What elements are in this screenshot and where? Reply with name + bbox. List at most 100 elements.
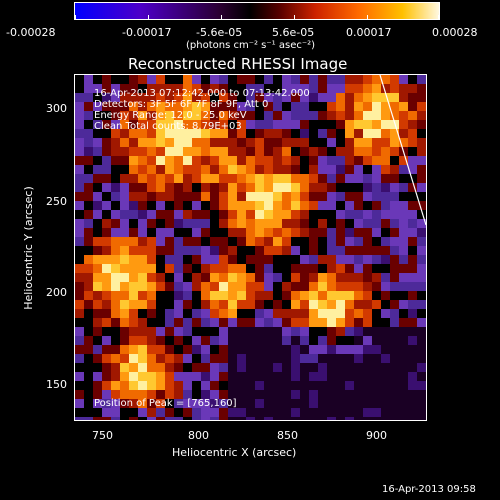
image-pixel (93, 255, 102, 264)
image-pixel (282, 129, 291, 138)
image-pixel (174, 210, 183, 219)
image-pixel (363, 363, 372, 372)
image-pixel (192, 111, 201, 120)
image-pixel (183, 156, 192, 165)
image-pixel (336, 282, 345, 291)
image-pixel (210, 291, 219, 300)
image-pixel (165, 84, 174, 93)
image-pixel (264, 300, 273, 309)
image-pixel (390, 129, 399, 138)
image-pixel (228, 399, 237, 408)
image-pixel (282, 246, 291, 255)
image-pixel (408, 282, 417, 291)
image-pixel (174, 120, 183, 129)
image-pixel (336, 246, 345, 255)
image-pixel (273, 138, 282, 147)
image-pixel (246, 372, 255, 381)
image-pixel (417, 147, 426, 156)
image-pixel (237, 282, 246, 291)
image-pixel (336, 138, 345, 147)
image-pixel (156, 120, 165, 129)
image-pixel (291, 192, 300, 201)
image-pixel (300, 93, 309, 102)
image-pixel (201, 210, 210, 219)
image-pixel (381, 255, 390, 264)
image-pixel (345, 372, 354, 381)
image-pixel (129, 354, 138, 363)
image-pixel (129, 336, 138, 345)
image-pixel (228, 282, 237, 291)
image-pixel (147, 282, 156, 291)
image-pixel (408, 201, 417, 210)
image-pixel (120, 399, 129, 408)
image-pixel (300, 237, 309, 246)
image-pixel (408, 219, 417, 228)
image-pixel (183, 183, 192, 192)
image-pixel (75, 327, 84, 336)
image-pixel (318, 408, 327, 417)
image-pixel (201, 138, 210, 147)
image-pixel (282, 363, 291, 372)
image-pixel (93, 129, 102, 138)
image-pixel (201, 165, 210, 174)
image-pixel (84, 381, 93, 390)
image-pixel (138, 237, 147, 246)
image-pixel (237, 237, 246, 246)
image-pixel (219, 156, 228, 165)
image-pixel (399, 102, 408, 111)
image-pixel (93, 120, 102, 129)
image-pixel (264, 129, 273, 138)
image-pixel (372, 408, 381, 417)
image-pixel (93, 381, 102, 390)
image-pixel (255, 327, 264, 336)
image-pixel (210, 327, 219, 336)
image-pixel (354, 264, 363, 273)
image-pixel (120, 84, 129, 93)
image-pixel (300, 120, 309, 129)
image-pixel (156, 111, 165, 120)
image-pixel (345, 93, 354, 102)
image-pixel (75, 237, 84, 246)
image-pixel (183, 147, 192, 156)
image-pixel (309, 219, 318, 228)
image-pixel (390, 138, 399, 147)
image-pixel (228, 237, 237, 246)
image-pixel (219, 372, 228, 381)
image-pixel (372, 192, 381, 201)
image-pixel (327, 273, 336, 282)
image-pixel (84, 417, 93, 420)
image-pixel (75, 156, 84, 165)
image-pixel (255, 246, 264, 255)
image-pixel (417, 363, 426, 372)
image-pixel (255, 156, 264, 165)
image-pixel (183, 192, 192, 201)
image-pixel (273, 237, 282, 246)
image-pixel (381, 219, 390, 228)
colorbar-tick (221, 15, 222, 19)
image-pixel (192, 363, 201, 372)
image-pixel (165, 372, 174, 381)
image-pixel (102, 336, 111, 345)
image-pixel (309, 75, 318, 84)
image-pixel (174, 174, 183, 183)
image-pixel (300, 264, 309, 273)
image-pixel (273, 336, 282, 345)
image-pixel (327, 381, 336, 390)
image-pixel (327, 417, 336, 420)
image-pixel (120, 183, 129, 192)
image-pixel (345, 282, 354, 291)
image-pixel (111, 417, 120, 420)
image-pixel (147, 129, 156, 138)
image-pixel (390, 246, 399, 255)
image-pixel (390, 354, 399, 363)
image-pixel (363, 237, 372, 246)
image-pixel (372, 363, 381, 372)
image-pixel (165, 363, 174, 372)
image-pixel (345, 354, 354, 363)
image-pixel (93, 363, 102, 372)
y-tick-label: 150 (46, 378, 67, 391)
image-pixel (363, 93, 372, 102)
image-pixel (75, 273, 84, 282)
image-pixel (300, 417, 309, 420)
image-pixel (354, 210, 363, 219)
